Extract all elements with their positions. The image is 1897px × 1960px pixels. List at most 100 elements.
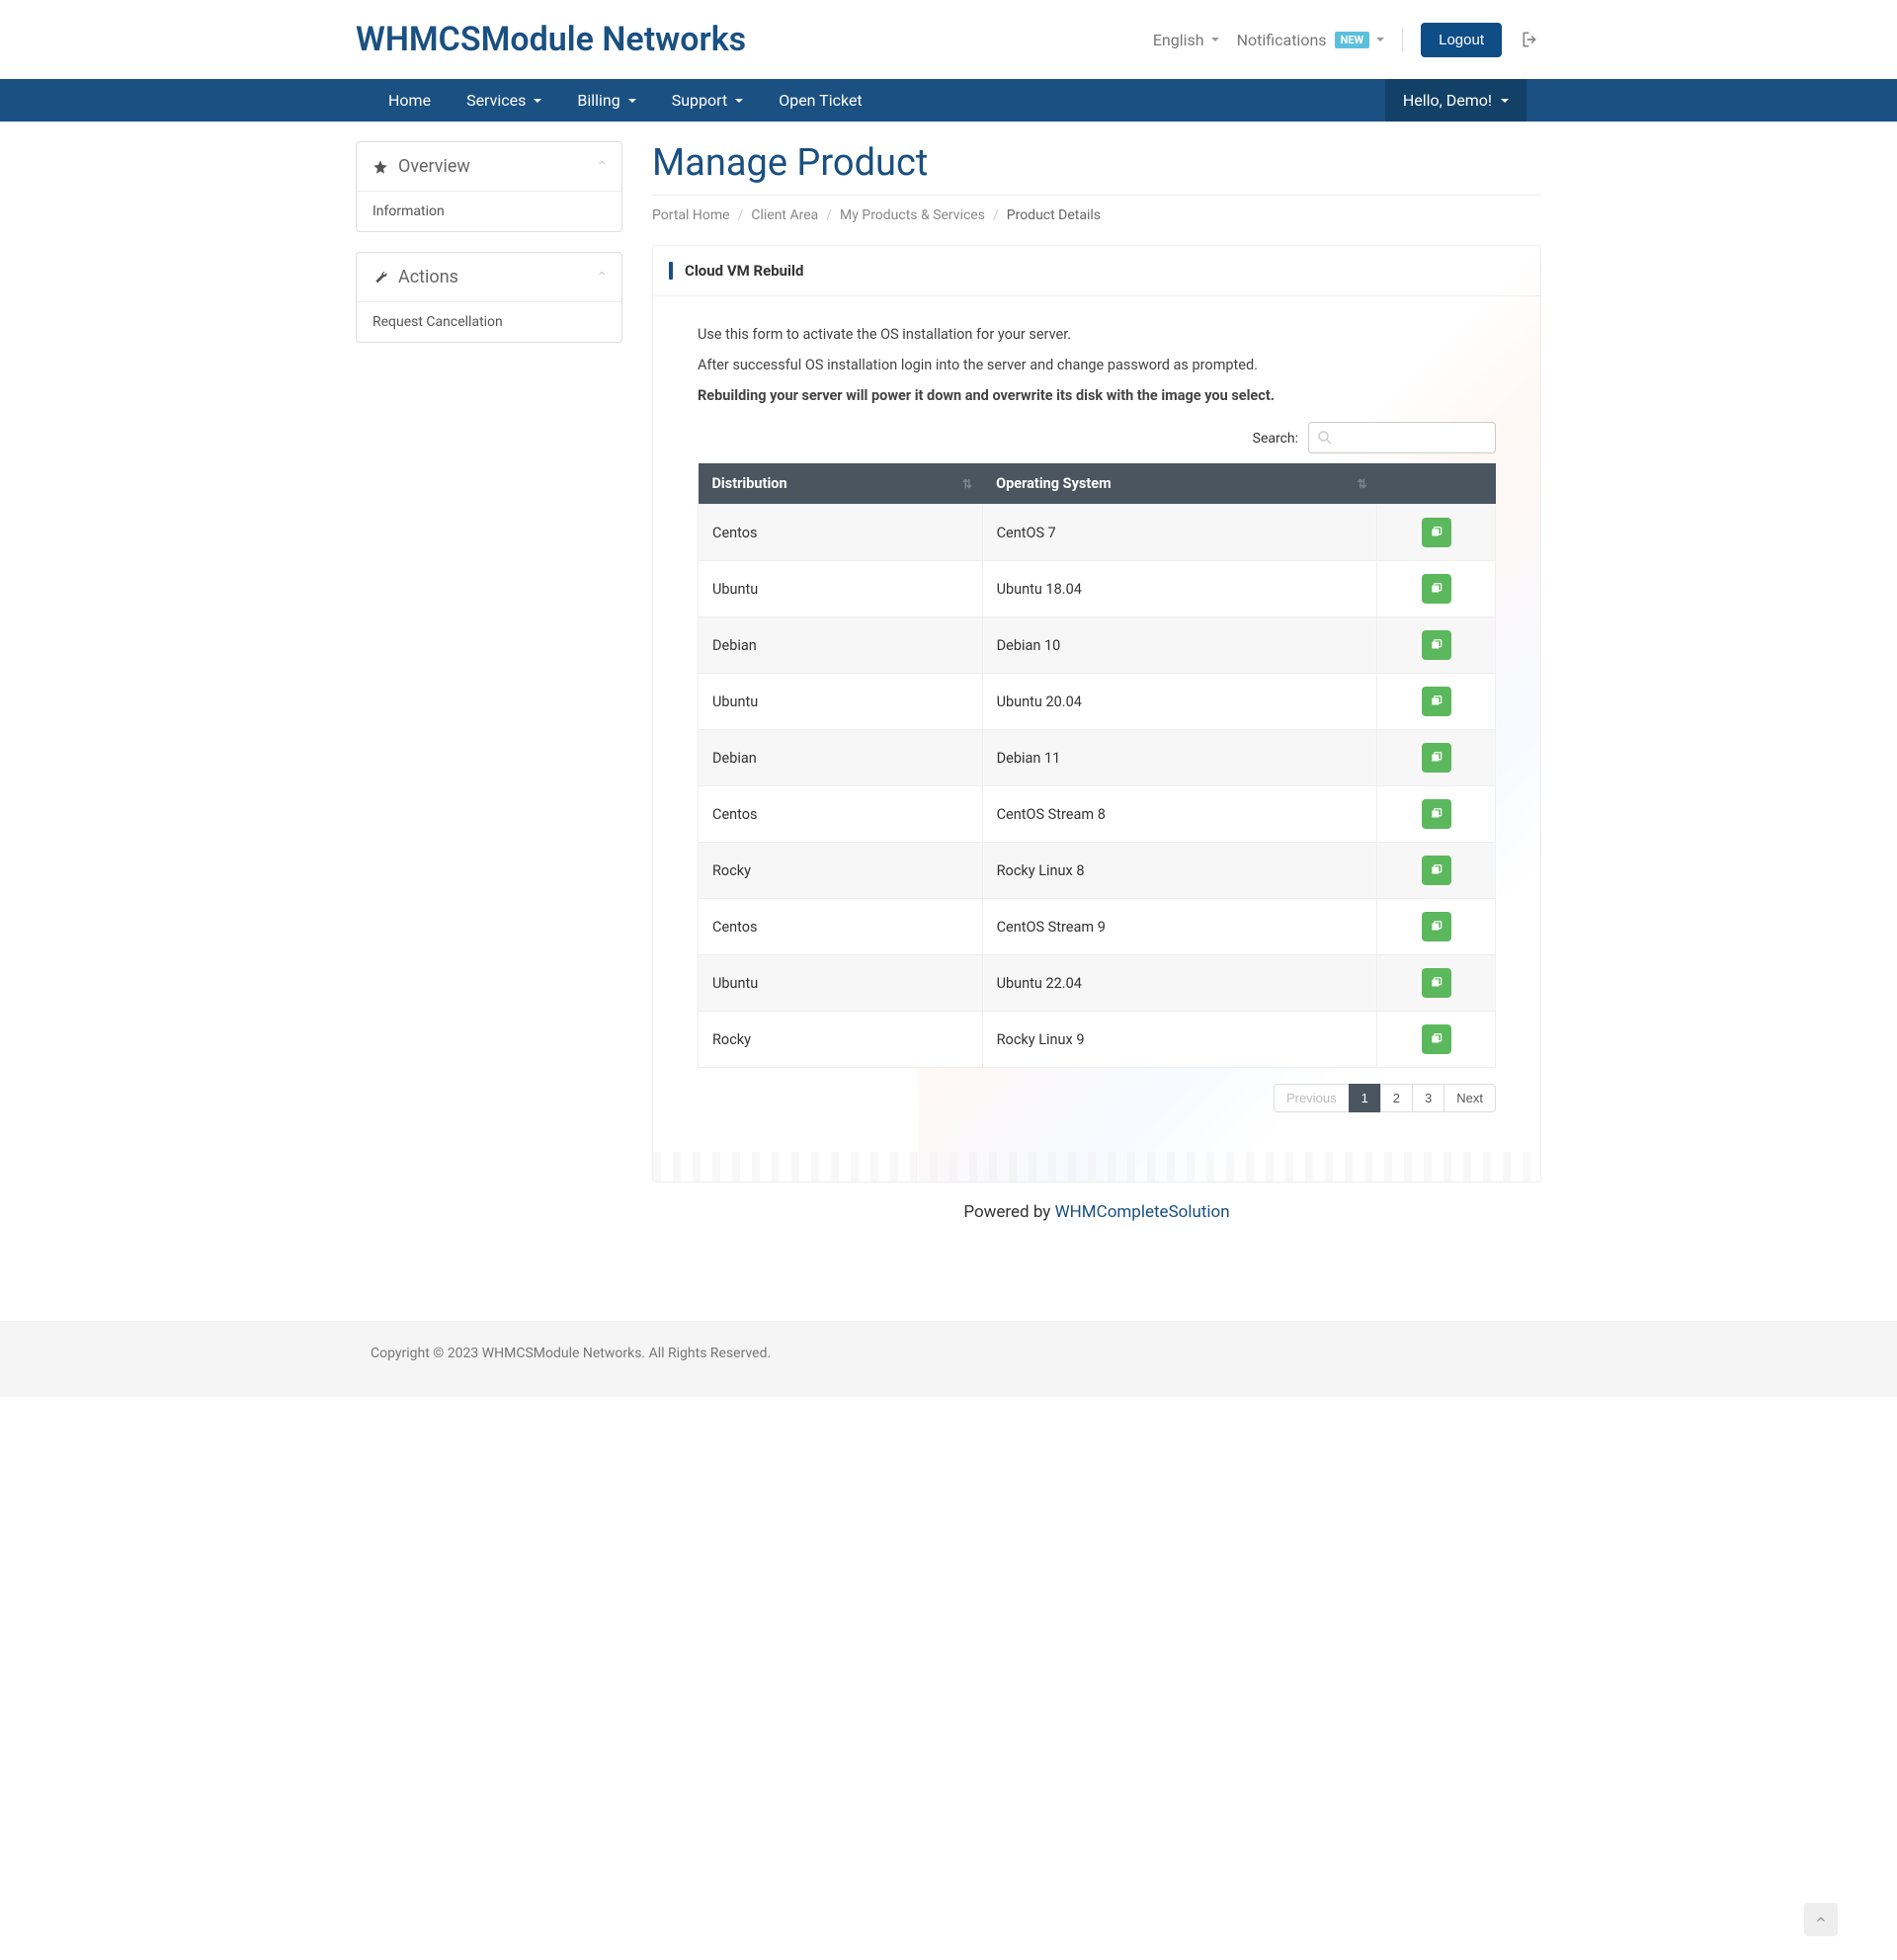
search-label: Search: [1253,431,1298,447]
table-row: DebianDebian 10 [699,617,1496,674]
rebuild-icon [1430,582,1443,596]
notifications-label: Notifications [1237,31,1327,49]
nav-item-services[interactable]: Services [449,79,559,122]
cell-os: Ubuntu 18.04 [982,561,1376,617]
rebuild-icon [1430,751,1443,765]
cell-distribution: Ubuntu [699,674,983,730]
powered-link[interactable]: WHMCompleteSolution [1055,1202,1230,1222]
rebuild-button[interactable] [1422,687,1451,716]
search-input[interactable] [1308,422,1496,453]
table-row: UbuntuUbuntu 18.04 [699,561,1496,617]
rebuild-button[interactable] [1422,912,1451,941]
rebuild-button[interactable] [1422,1024,1451,1054]
os-table: Distribution⇅ Operating System⇅ CentosCe… [698,463,1496,1068]
col-distribution[interactable]: Distribution⇅ [699,463,983,505]
rebuild-button[interactable] [1422,799,1451,829]
panel-title: Actions [398,267,458,287]
table-row: CentosCentOS Stream 9 [699,899,1496,955]
help-text: Use this form to activate the OS install… [698,326,1496,343]
chevron-down-icon [628,99,636,103]
panel-header[interactable]: Overview ⌃ [357,142,621,192]
wrench-icon [372,270,388,286]
rebuild-card: Cloud VM Rebuild Use this form to activa… [652,245,1541,1183]
cell-distribution: Rocky [699,1012,983,1068]
decorative-bars [653,1152,1540,1182]
table-row: UbuntuUbuntu 22.04 [699,955,1496,1012]
page-1[interactable]: 1 [1349,1084,1381,1112]
page-next[interactable]: Next [1443,1084,1496,1112]
table-row: UbuntuUbuntu 20.04 [699,674,1496,730]
page-3[interactable]: 3 [1412,1084,1444,1112]
rebuild-icon [1430,807,1443,821]
cell-os: CentOS 7 [982,505,1376,561]
panel-title: Overview [398,156,470,177]
rebuild-icon [1430,920,1443,934]
cell-os: Ubuntu 20.04 [982,674,1376,730]
logout-icon[interactable] [1520,30,1541,49]
chevron-down-icon [1376,38,1384,41]
panel-header[interactable]: Actions⌃ [357,253,621,302]
footer: Copyright © 2023 WHMCSModule Networks. A… [0,1321,1897,1397]
col-os[interactable]: Operating System⇅ [982,463,1376,505]
rebuild-button[interactable] [1422,518,1451,547]
cell-distribution: Centos [699,899,983,955]
rebuild-icon [1430,526,1443,539]
cell-action [1377,786,1496,843]
rebuild-button[interactable] [1422,968,1451,998]
nav-item-open-ticket[interactable]: Open Ticket [761,79,879,122]
rebuild-button[interactable] [1422,574,1451,604]
accent-bar [669,262,673,280]
sidebar-panel-actions: Actions⌃Request Cancellation [356,252,622,343]
chevron-up-icon: ⌃ [596,159,608,175]
page-2[interactable]: 2 [1380,1084,1413,1112]
powered-by: Powered by WHMCompleteSolution [652,1183,1541,1281]
new-badge: NEW [1335,32,1370,48]
cell-distribution: Ubuntu [699,561,983,617]
panel-item-information[interactable]: Information [357,192,621,231]
nav-user-menu[interactable]: Hello, Demo! [1385,79,1526,122]
chevron-down-icon [1211,38,1219,41]
cell-os: CentOS Stream 9 [982,899,1376,955]
cell-action [1377,899,1496,955]
cell-distribution: Centos [699,505,983,561]
help-warning: Rebuilding your server will power it dow… [698,387,1496,404]
breadcrumb-link[interactable]: My Products & Services [840,207,985,223]
cell-action [1377,843,1496,899]
breadcrumb: Portal Home/Client Area/My Products & Se… [652,207,1541,223]
cell-distribution: Centos [699,786,983,843]
header: WHMCSModule Networks English Notificatio… [356,0,1541,79]
language-selector[interactable]: English [1153,31,1219,49]
nav-item-billing[interactable]: Billing [559,79,653,122]
scroll-top-button[interactable] [1804,1903,1838,1936]
panel-item-request-cancellation[interactable]: Request Cancellation [357,302,621,342]
footer-copyright: Copyright © 2023 WHMCSModule Networks. A… [371,1346,771,1361]
cell-distribution: Rocky [699,843,983,899]
help-text: After successful OS installation login i… [698,357,1496,373]
brand-logo[interactable]: WHMCSModule Networks [356,20,746,59]
cell-action [1377,730,1496,786]
nav-user-label: Hello, Demo! [1403,91,1492,110]
sidebar-panel-overview: Overview ⌃ Information [356,141,622,232]
table-row: DebianDebian 11 [699,730,1496,786]
navbar: HomeServices Billing Support Open Ticket… [0,79,1897,122]
breadcrumb-link[interactable]: Portal Home [652,207,730,223]
notifications-link[interactable]: Notifications NEW [1237,31,1385,49]
pagination: Previous123Next [698,1084,1496,1112]
table-row: RockyRocky Linux 9 [699,1012,1496,1068]
logout-button[interactable]: Logout [1421,23,1502,57]
rebuild-icon [1430,1032,1443,1046]
rebuild-button[interactable] [1422,856,1451,885]
nav-item-home[interactable]: Home [371,79,449,122]
cell-os: CentOS Stream 8 [982,786,1376,843]
rebuild-button[interactable] [1422,743,1451,773]
divider [1402,28,1403,51]
rebuild-button[interactable] [1422,630,1451,660]
chevron-up-icon [1814,1913,1828,1926]
cell-action [1377,674,1496,730]
rebuild-icon [1430,638,1443,652]
cell-action [1377,1012,1496,1068]
nav-item-support[interactable]: Support [654,79,761,122]
breadcrumb-link[interactable]: Client Area [751,207,818,223]
search-icon [1316,429,1334,447]
rebuild-icon [1430,863,1443,877]
